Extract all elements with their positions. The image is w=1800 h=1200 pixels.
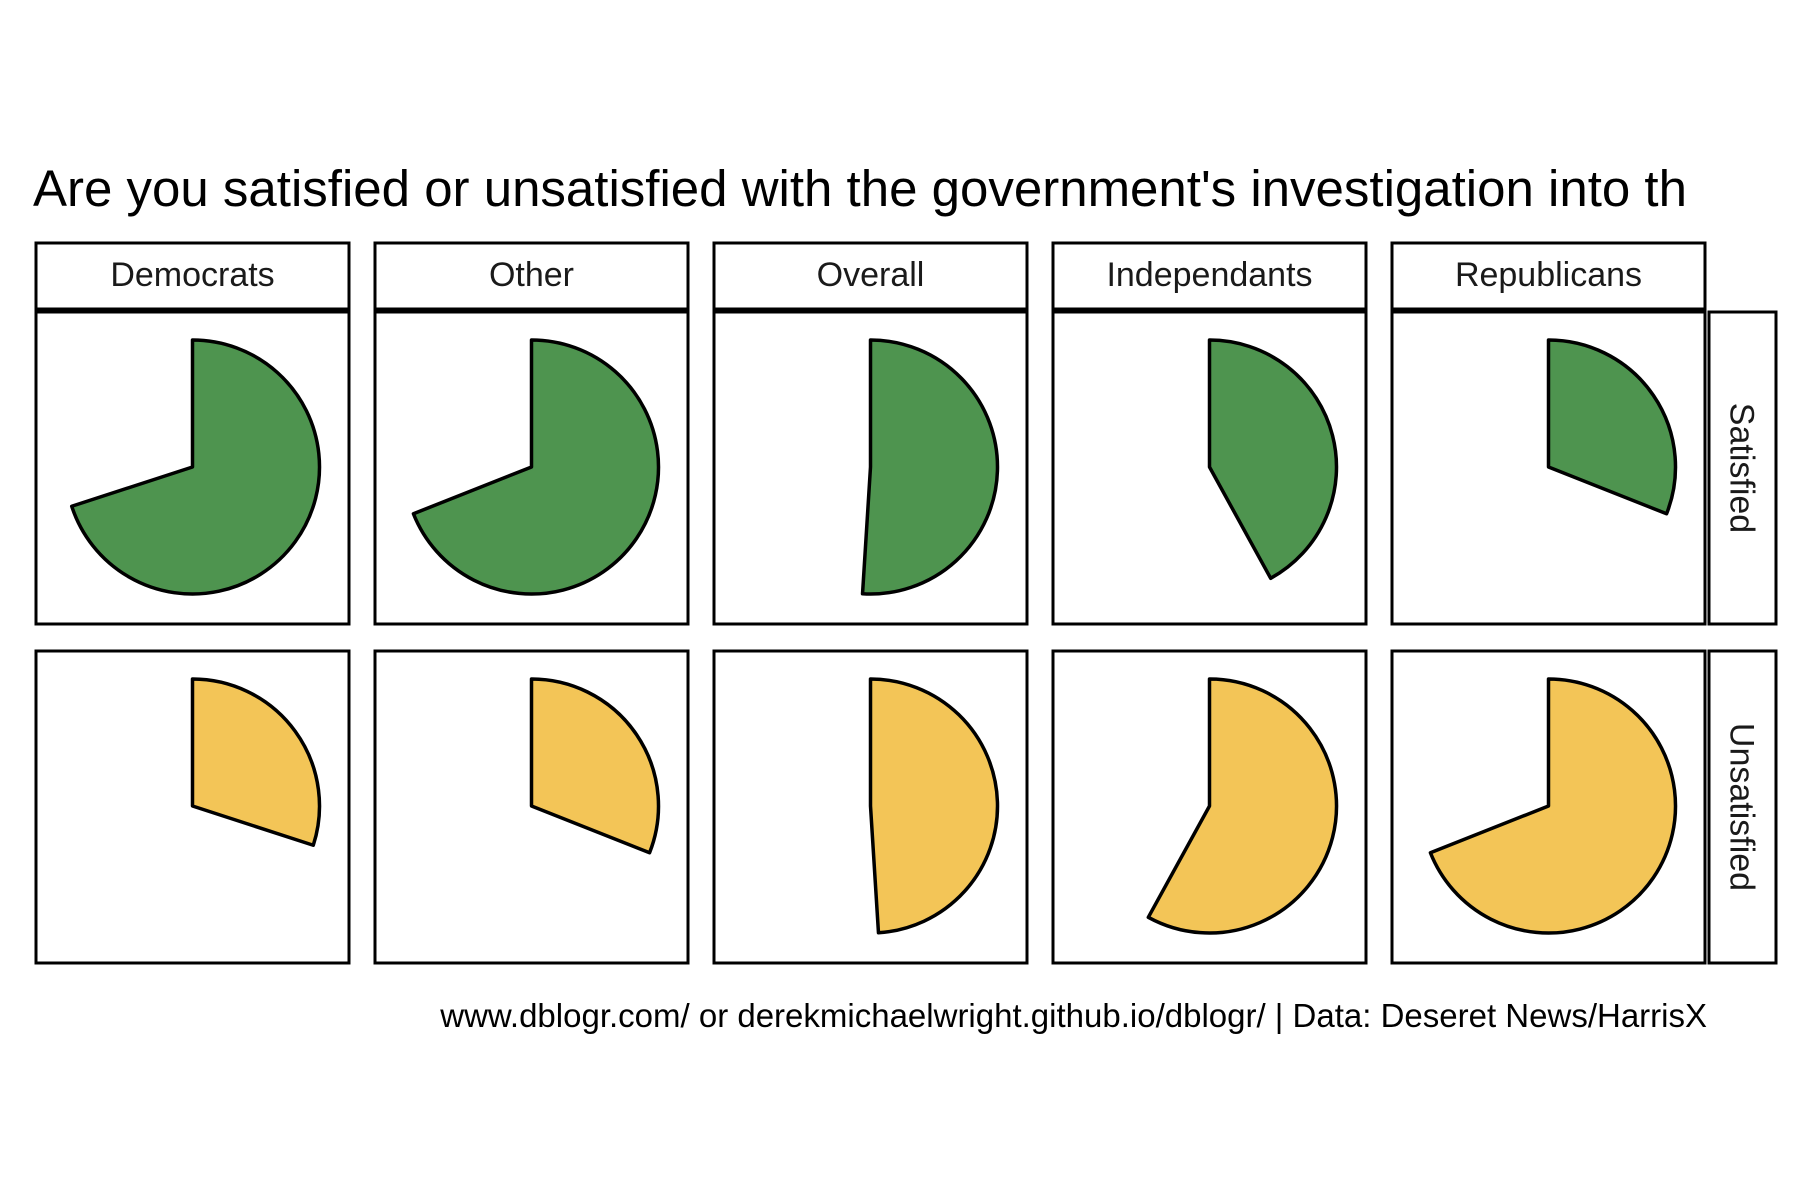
strip-democrats bbox=[34, 241, 351, 311]
slice-independants-unsatisfied bbox=[1146, 677, 1339, 935]
strip-label-democrats: Democrats bbox=[110, 256, 274, 294]
strip-label-independants: Independants bbox=[1106, 256, 1312, 294]
row-strips: Satisfied Unsatisfied bbox=[1707, 310, 1778, 965]
slice-democrats-satisfied bbox=[69, 338, 322, 596]
slice-overall-satisfied bbox=[860, 338, 1000, 596]
strip-independants bbox=[1051, 241, 1368, 311]
strip-unsatisfied bbox=[1707, 649, 1778, 965]
strip-label-other: Other bbox=[489, 256, 574, 294]
slice-republicans-satisfied bbox=[1546, 338, 1678, 516]
chart-title: Are you satisfied or unsatisfied with th… bbox=[33, 160, 1687, 217]
strip-label-unsatisfied: Unsatisfied bbox=[1723, 723, 1761, 891]
strip-republicans bbox=[1390, 241, 1707, 311]
strip-label-satisfied: Satisfied bbox=[1723, 403, 1761, 533]
strip-other bbox=[373, 241, 690, 311]
slice-other-satisfied bbox=[411, 338, 661, 596]
strip-label-republicans: Republicans bbox=[1455, 256, 1642, 294]
slice-other-unsatisfied bbox=[529, 677, 661, 855]
slice-independants-satisfied bbox=[1207, 338, 1339, 581]
chart-caption: www.dblogr.com/ or derekmichaelwright.gi… bbox=[439, 997, 1707, 1034]
strip-overall bbox=[712, 241, 1029, 311]
facet-panels bbox=[34, 310, 1707, 965]
column-strips: Democrats Other Overall Independants Republi… bbox=[34, 241, 1707, 311]
strip-satisfied bbox=[1707, 310, 1778, 626]
slice-overall-unsatisfied bbox=[868, 677, 1000, 935]
slice-republicans-unsatisfied bbox=[1428, 677, 1678, 935]
strip-label-overall: Overall bbox=[817, 256, 925, 294]
slice-democrats-unsatisfied bbox=[190, 677, 322, 847]
